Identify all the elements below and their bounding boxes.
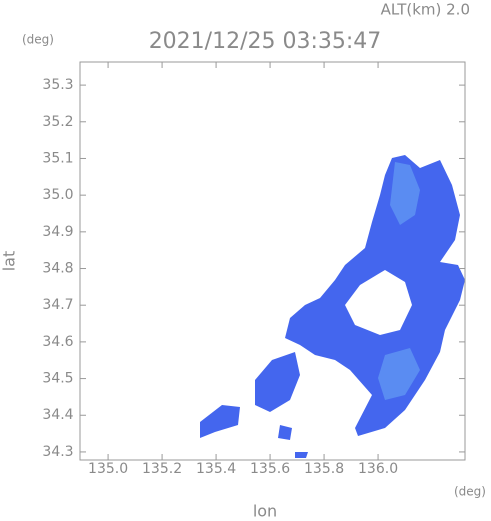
y-tick-label: 34.3: [42, 444, 73, 460]
x-tick-label: 135.4: [196, 461, 236, 477]
plot-frame: [79, 61, 466, 461]
y-unit: (deg): [22, 33, 54, 47]
x-tick-label: 135.6: [250, 461, 290, 477]
radar-echo: [200, 155, 465, 458]
y-tick-label: 34.4: [42, 407, 73, 423]
y-tick-label: 35.1: [42, 150, 73, 166]
y-tick-label: 34.5: [42, 371, 73, 387]
chart-title: 2021/12/25 03:35:47: [149, 29, 382, 54]
y-tick-label: 35.2: [42, 114, 73, 130]
y-axis-label: lat: [0, 251, 19, 272]
y-tick-label: 34.9: [42, 224, 73, 240]
altitude-label: ALT(km) 2.0: [381, 1, 470, 19]
y-tick-label: 35.3: [42, 77, 73, 93]
x-unit: (deg): [454, 485, 486, 499]
x-axis-label: lon: [253, 502, 277, 521]
y-tick-label: 34.8: [42, 261, 73, 277]
x-tick-label: 135.2: [142, 461, 182, 477]
y-tick-label: 35.0: [42, 187, 73, 203]
x-tick-label: 135.8: [304, 461, 344, 477]
x-tick-label: 135.0: [88, 461, 128, 477]
y-tick-label: 34.7: [42, 297, 73, 313]
x-tick-label: 136.0: [358, 461, 398, 477]
y-tick-label: 34.6: [42, 334, 73, 350]
